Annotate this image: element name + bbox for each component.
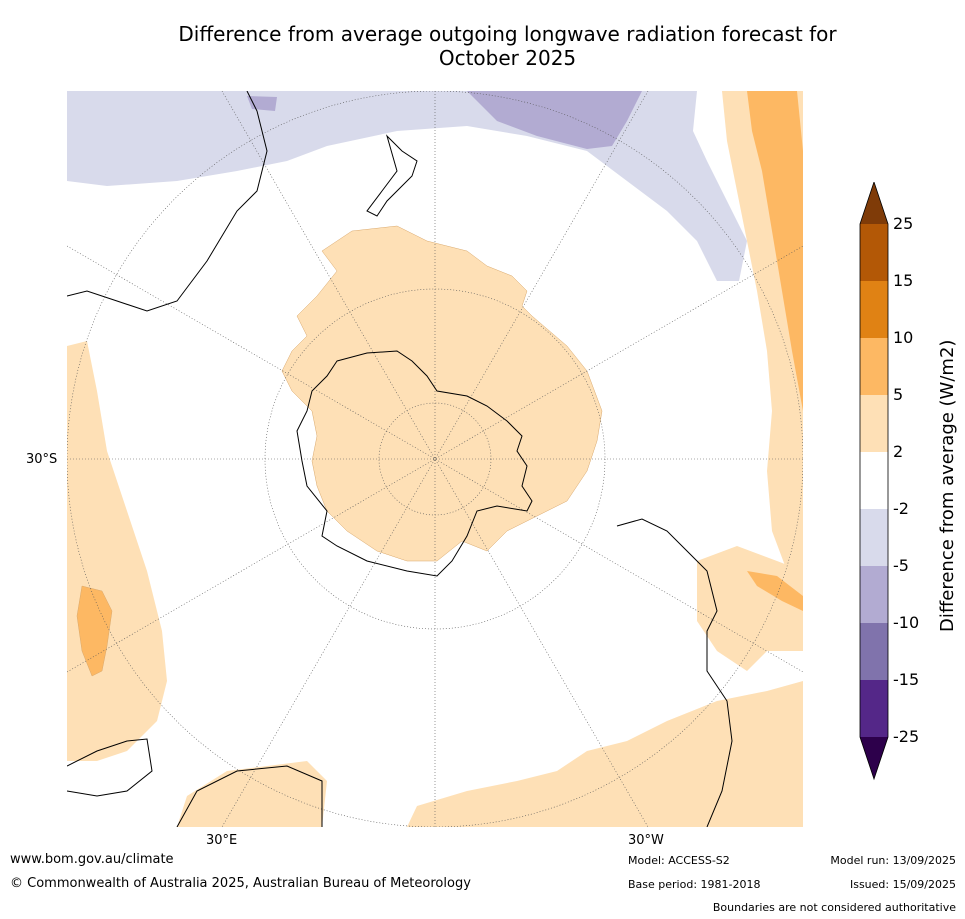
colorbar-15-25: [860, 224, 888, 281]
colorbar-over: [860, 182, 888, 224]
graticule: [67, 91, 803, 827]
anomaly-orange-mid-east: [747, 91, 803, 411]
lat-label-30s: 30°S: [26, 452, 58, 467]
colorbar: [858, 182, 948, 782]
colorbar-tick-m10: -10: [893, 613, 920, 632]
anomaly-orange-light-south: [407, 681, 803, 827]
footer-url[interactable]: www.bom.gov.au/climate: [10, 852, 174, 867]
lon-label-30w: 30°W: [628, 833, 664, 848]
newzealand-coast: [366, 134, 418, 217]
madagascar-coast: [176, 765, 323, 827]
lon-label-30e: 30°E: [206, 833, 238, 848]
colorbar-tick-m25: -25: [893, 727, 920, 746]
colorbar-2-5: [860, 395, 888, 452]
colorbar-outline: [859, 182, 889, 781]
southamerica-coast: [616, 518, 733, 827]
title-line-2: October 2025: [438, 46, 577, 70]
colorbar-5-10: [860, 338, 888, 395]
anomaly-orange-light-center: [281, 225, 603, 562]
colorbar-tick-10: 10: [893, 328, 914, 347]
antarctica-coast: [296, 350, 533, 577]
colorbar-m10-m5: [860, 566, 888, 623]
colorbar-m5-m2: [860, 509, 888, 566]
africa-coast: [67, 738, 153, 797]
colorbar-m25-m15: [860, 680, 888, 737]
colorbar-tick-m15: -15: [893, 670, 920, 689]
colorbar-tick-5: 5: [893, 385, 904, 404]
colorbar-label: Difference from average (W/m2): [937, 339, 958, 632]
colorbar-under: [860, 737, 888, 779]
anomaly-purple-mid-small: [247, 96, 277, 111]
map-svg: [67, 91, 803, 827]
colorbar-m15-m10: [860, 623, 888, 680]
map-title: Difference from average outgoing longwav…: [60, 22, 955, 70]
colorbar-tick-m5: -5: [893, 556, 909, 575]
colorbar-tick-2: 2: [893, 442, 904, 461]
footer-model: Model: ACCESS-S2: [628, 854, 730, 867]
colorbar-tick-15: 15: [893, 271, 914, 290]
footer-issued: Issued: 15/09/2025: [849, 878, 956, 891]
colorbar-tick-m2: -2: [893, 499, 909, 518]
footer-copyright: © Commonwealth of Australia 2025, Austra…: [10, 876, 471, 891]
title-line-1: Difference from average outgoing longwav…: [178, 22, 837, 46]
anomaly-orange-mid-southamerica: [747, 571, 803, 611]
colorbar-svg: [859, 182, 889, 781]
colorbar-10-15: [860, 281, 888, 338]
anomaly-orange-mid-west: [76, 585, 113, 677]
anomaly-purple-mid-north: [467, 91, 642, 149]
footer-model-run: Model run: 13/09/2025: [830, 854, 956, 867]
footer-base-period: Base period: 1981-2018: [628, 878, 761, 891]
polar-map: [67, 91, 803, 827]
coastlines: [67, 91, 733, 827]
colorbar-m2-2: [860, 452, 888, 509]
footer-disclaimer: Boundaries are not considered authoritat…: [712, 901, 956, 914]
anomaly-orange-light-southwest: [177, 761, 327, 827]
colorbar-tick-25: 25: [893, 214, 914, 233]
australia-coast: [67, 91, 268, 312]
anomaly-orange-light-west: [67, 341, 167, 761]
